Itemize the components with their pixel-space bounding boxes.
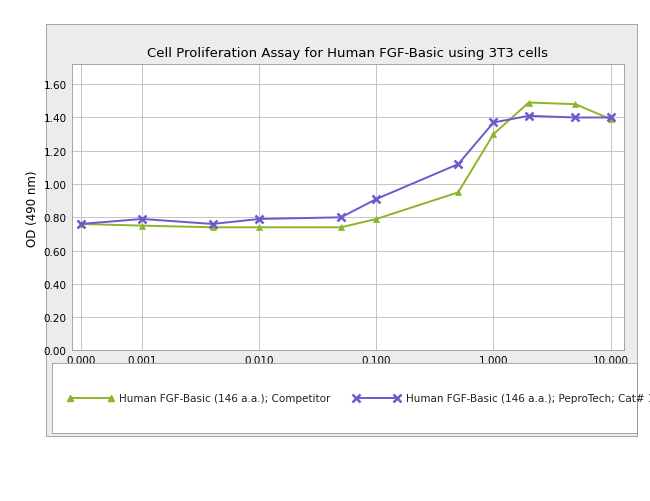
Human FGF-Basic (146 a.a.); Competitor: [209, 225, 216, 231]
Human FGF-Basic (146 a.a.); PeproTech; Cat# 100-18C: [372, 196, 380, 202]
Human FGF-Basic (146 a.a.); PeproTech; Cat# 100-18C: [337, 215, 345, 221]
Y-axis label: OD (490 nm): OD (490 nm): [27, 170, 40, 246]
Human FGF-Basic (146 a.a.); PeproTech; Cat# 100-18C: [525, 114, 532, 120]
Human FGF-Basic (146 a.a.); PeproTech; Cat# 100-18C: [255, 216, 263, 222]
Human FGF-Basic (146 a.a.); PeproTech; Cat# 100-18C: [606, 115, 614, 121]
Human FGF-Basic (146 a.a.); Competitor: [606, 117, 614, 123]
Text: Human FGF-Basic (146 a.a.); Competitor: Human FGF-Basic (146 a.a.); Competitor: [120, 393, 331, 403]
Human FGF-Basic (146 a.a.); Competitor: [454, 190, 462, 196]
Human FGF-Basic (146 a.a.); Competitor: [337, 225, 345, 231]
Human FGF-Basic (146 a.a.); Competitor: [77, 221, 85, 227]
Human FGF-Basic (146 a.a.); Competitor: [525, 100, 532, 106]
Human FGF-Basic (146 a.a.); PeproTech; Cat# 100-18C: [489, 120, 497, 126]
Human FGF-Basic (146 a.a.); Competitor: [138, 223, 146, 229]
X-axis label: Human FGF-Basic (ng/ml) [log scale]: Human FGF-Basic (ng/ml) [log scale]: [240, 370, 456, 383]
Human FGF-Basic (146 a.a.); PeproTech; Cat# 100-18C: [454, 162, 462, 168]
Title: Cell Proliferation Assay for Human FGF-Basic using 3T3 cells: Cell Proliferation Assay for Human FGF-B…: [148, 47, 548, 60]
Human FGF-Basic (146 a.a.); PeproTech; Cat# 100-18C: [209, 221, 216, 227]
Human FGF-Basic (146 a.a.); PeproTech; Cat# 100-18C: [138, 216, 146, 222]
Human FGF-Basic (146 a.a.); Competitor: [571, 102, 579, 108]
Human FGF-Basic (146 a.a.); PeproTech; Cat# 100-18C: [571, 115, 579, 121]
Text: Human FGF-Basic (146 a.a.); PeproTech; Cat# 100-18C: Human FGF-Basic (146 a.a.); PeproTech; C…: [406, 393, 650, 403]
Human FGF-Basic (146 a.a.); Competitor: [255, 225, 263, 231]
Human FGF-Basic (146 a.a.); Competitor: [489, 132, 497, 138]
Human FGF-Basic (146 a.a.); Competitor: [372, 216, 380, 222]
Line: Human FGF-Basic (146 a.a.); PeproTech; Cat# 100-18C: Human FGF-Basic (146 a.a.); PeproTech; C…: [77, 112, 615, 228]
Line: Human FGF-Basic (146 a.a.); Competitor: Human FGF-Basic (146 a.a.); Competitor: [77, 100, 614, 231]
Human FGF-Basic (146 a.a.); PeproTech; Cat# 100-18C: [77, 221, 85, 227]
